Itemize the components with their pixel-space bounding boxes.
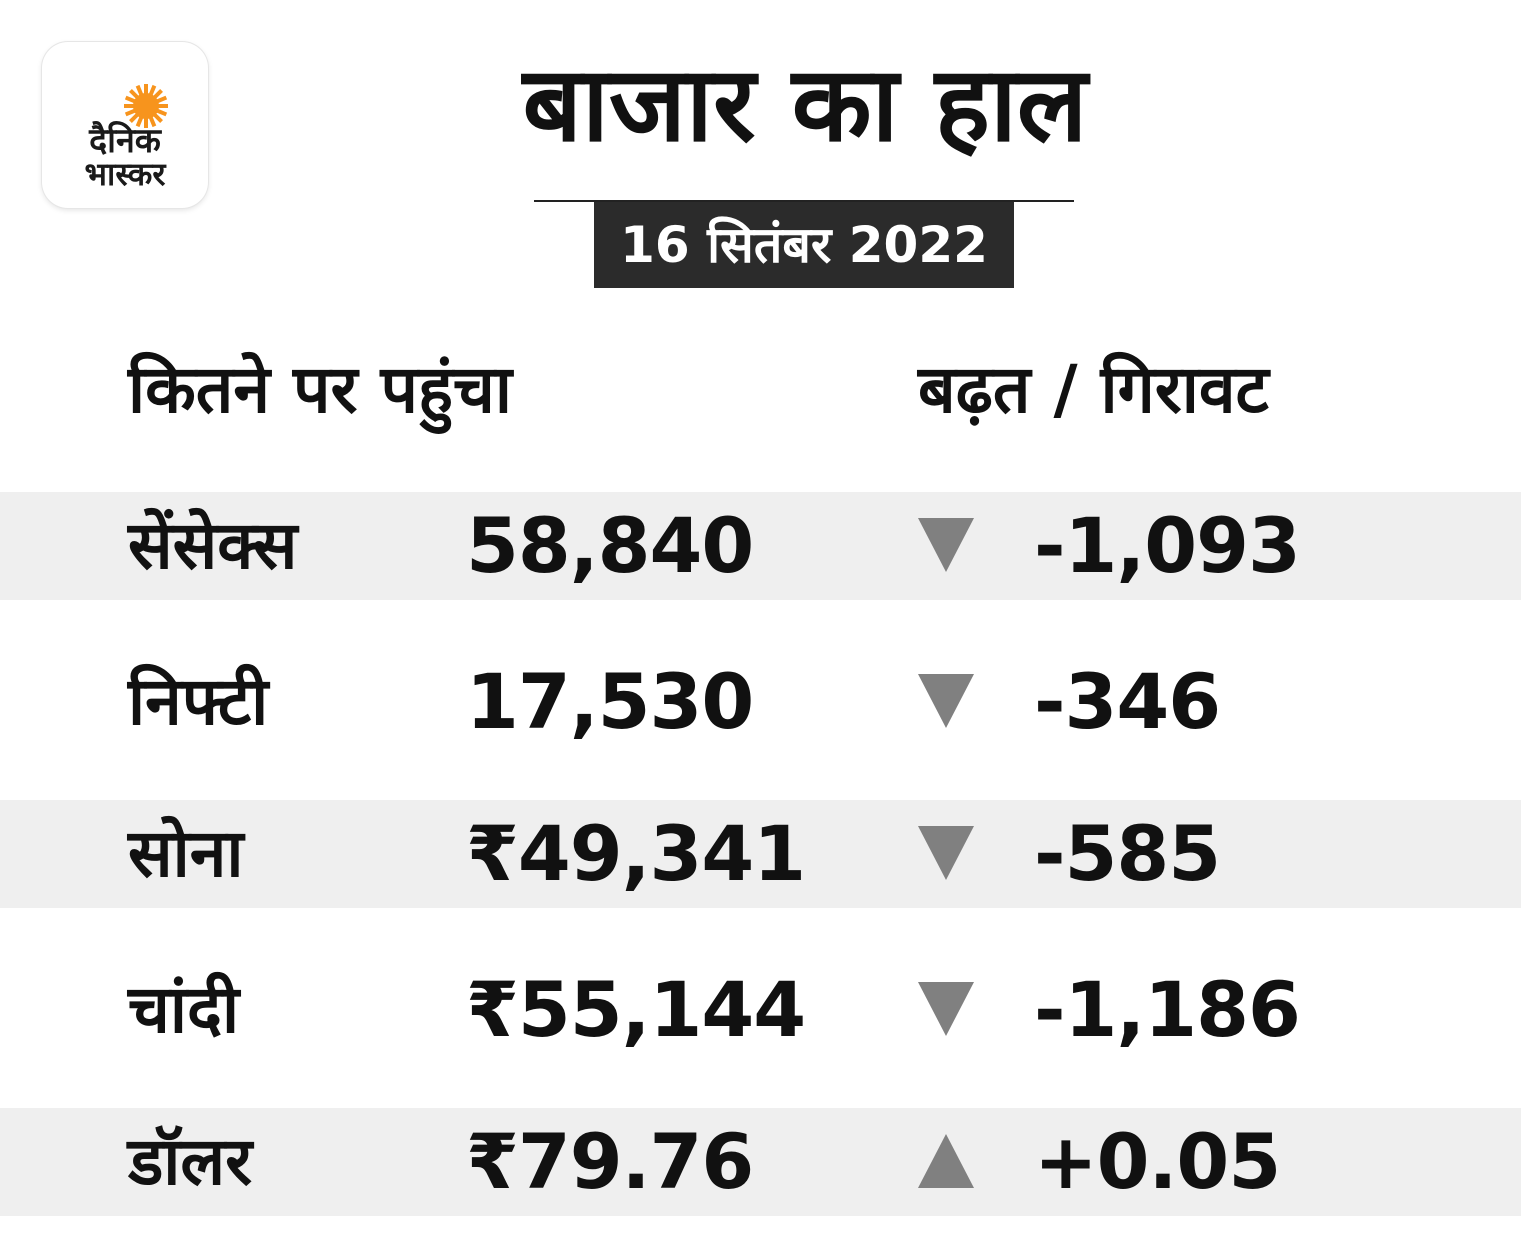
page-title: बाजार का हाल bbox=[522, 43, 1088, 165]
row-name: डॉलर bbox=[128, 1123, 253, 1200]
arrow-down-icon bbox=[918, 648, 974, 756]
arrow-up-icon bbox=[918, 1108, 974, 1216]
row-change: +0.05 bbox=[1034, 1117, 1281, 1206]
arrow-down-icon bbox=[918, 492, 974, 600]
row-value: ₹49,341 bbox=[466, 809, 806, 898]
arrow-down-icon bbox=[918, 800, 974, 908]
row-value: ₹55,144 bbox=[466, 965, 806, 1054]
row-change: -585 bbox=[1034, 809, 1221, 898]
table-row: चांदी ₹55,144 -1,186 bbox=[0, 956, 1521, 1064]
logo-text-line2: भास्कर bbox=[84, 155, 166, 193]
row-name: चांदी bbox=[128, 971, 240, 1048]
row-name: सोना bbox=[128, 815, 244, 892]
row-name: निफ्टी bbox=[128, 663, 269, 740]
row-value: 58,840 bbox=[466, 501, 754, 590]
row-change: -1,186 bbox=[1034, 965, 1301, 1054]
row-name: सेंसेक्स bbox=[128, 507, 298, 584]
title-divider bbox=[534, 200, 1074, 202]
arrow-down-icon bbox=[918, 956, 974, 1064]
date-badge: 16 सितंबर 2022 bbox=[594, 202, 1014, 288]
row-value: ₹79.76 bbox=[466, 1117, 754, 1206]
row-value: 17,530 bbox=[466, 657, 754, 746]
header-change: बढ़त / गिरावट bbox=[918, 351, 1269, 428]
header-value: कितने पर पहुंचा bbox=[128, 351, 513, 428]
row-change: -346 bbox=[1034, 657, 1221, 746]
table-row: निफ्टी 17,530 -346 bbox=[0, 648, 1521, 756]
row-change: -1,093 bbox=[1034, 501, 1301, 590]
dainik-bhaskar-logo: दैनिक भास्कर bbox=[42, 42, 208, 208]
table-row: सेंसेक्स 58,840 -1,093 bbox=[0, 492, 1521, 600]
table-row: डॉलर ₹79.76 +0.05 bbox=[0, 1108, 1521, 1216]
table-row: सोना ₹49,341 -585 bbox=[0, 800, 1521, 908]
logo-text-line1: दैनिक bbox=[89, 121, 161, 161]
